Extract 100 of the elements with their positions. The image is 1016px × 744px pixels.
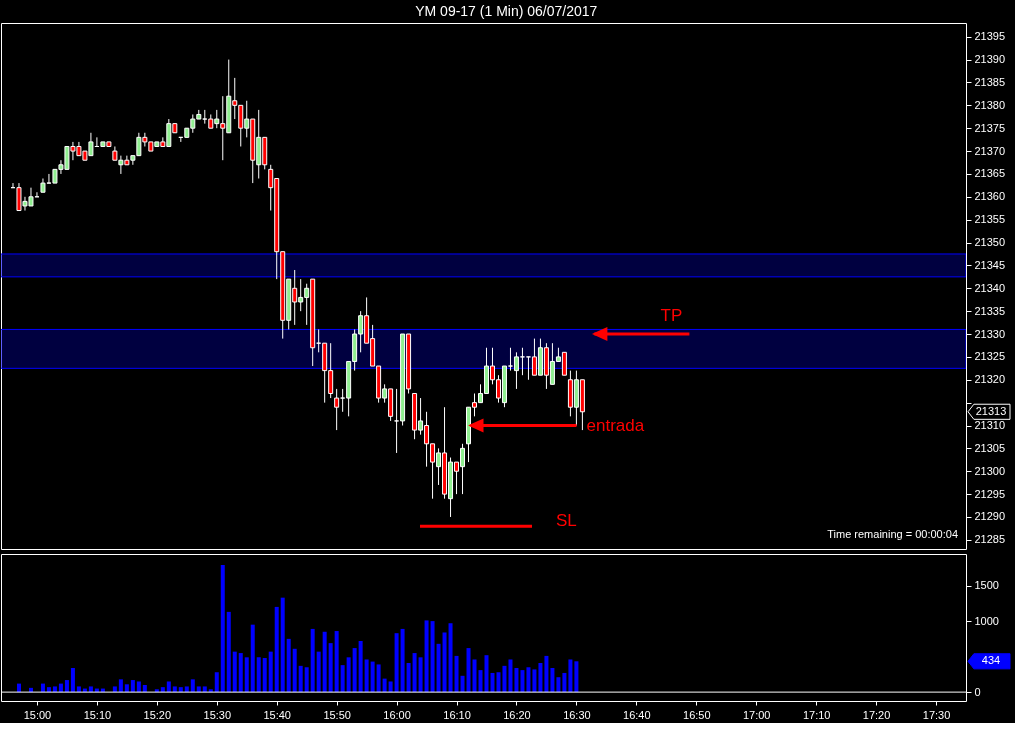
bar — [544, 655, 549, 693]
x-tick-label: 16:50 — [683, 708, 711, 721]
bar — [70, 667, 75, 693]
bar — [370, 661, 375, 693]
y-tick-label: 21395 — [974, 30, 1006, 43]
bar — [298, 665, 303, 693]
bar — [358, 640, 363, 693]
bar — [406, 663, 411, 693]
bar — [502, 665, 507, 693]
x-tick-label: 15:10 — [83, 708, 112, 721]
bar — [562, 672, 567, 693]
bar — [352, 648, 357, 693]
bar — [520, 670, 525, 693]
bar — [190, 679, 195, 693]
y-tick-label: 21300 — [974, 464, 1006, 477]
bar — [472, 659, 477, 693]
bar — [508, 659, 513, 693]
y-tick-label: 21375 — [974, 121, 1006, 134]
bar — [526, 667, 531, 693]
bar — [550, 667, 555, 693]
x-tick-label: 17:10 — [802, 708, 831, 721]
bar — [226, 611, 231, 693]
bar — [568, 659, 573, 693]
bar — [250, 624, 255, 693]
y-tick-label: 21365 — [974, 167, 1006, 180]
y-tick-label: 21305 — [974, 441, 1006, 454]
bar — [436, 643, 441, 693]
x-tick-label: 17:30 — [922, 708, 951, 721]
bar — [364, 659, 369, 693]
y-tick-label: 1000 — [974, 614, 999, 627]
bar — [214, 672, 219, 693]
bar — [280, 597, 285, 693]
bar — [244, 657, 249, 693]
bar — [310, 628, 315, 693]
y-tick-label: 1500 — [974, 579, 999, 592]
y-tick-label: 21340 — [974, 281, 1006, 294]
bar — [340, 665, 345, 693]
bar — [220, 565, 225, 693]
y-tick-label: 0 — [974, 685, 981, 698]
y-tick-label: 21380 — [974, 98, 1006, 111]
bar — [268, 651, 273, 693]
candlestick — [334, 388, 340, 431]
bar — [466, 648, 471, 693]
annotation: 434 — [981, 654, 1001, 667]
bar — [232, 651, 237, 693]
x-tick-label: 16:30 — [563, 708, 591, 721]
bar — [460, 675, 465, 693]
candlestick — [525, 356, 531, 381]
bar — [418, 657, 423, 693]
bar — [166, 681, 171, 693]
annotation: entrada — [586, 415, 645, 435]
x-tick-label: 16:10 — [443, 708, 471, 721]
bar — [316, 651, 321, 693]
ref-line-label: SL — [556, 511, 577, 531]
bar — [292, 648, 297, 693]
annotation: 21313 — [975, 404, 1007, 417]
bar — [496, 672, 501, 693]
y-tick-label: 21390 — [974, 53, 1006, 66]
bar — [262, 658, 267, 693]
x-tick-label: 15:40 — [263, 708, 291, 721]
bar — [136, 681, 141, 693]
bar — [328, 643, 333, 693]
bar — [334, 631, 339, 693]
bar — [430, 621, 435, 693]
y-tick-label: 21310 — [974, 419, 1006, 431]
bar — [454, 655, 459, 693]
annotation: TP — [660, 306, 683, 326]
y-tick-label: 21370 — [974, 144, 1006, 157]
y-tick-label: 21320 — [974, 373, 1006, 386]
x-tick-label: 16:00 — [383, 708, 411, 721]
y-tick-label: 21325 — [974, 350, 1006, 363]
annotation: Time remaining = 00:00:04 — [827, 528, 958, 540]
chart-title: YM 09-17 (1 Min) 06/07/2017 — [415, 2, 598, 19]
bar — [286, 638, 291, 693]
bar — [400, 628, 405, 693]
y-tick-label: 21285 — [974, 533, 1006, 546]
x-tick-label: 15:30 — [203, 708, 232, 721]
bar — [346, 657, 351, 693]
bar — [238, 653, 243, 693]
bar — [256, 657, 261, 693]
bar — [448, 623, 453, 693]
bar — [388, 681, 393, 693]
x-tick-label: 17:00 — [742, 708, 771, 721]
bar — [532, 669, 537, 693]
bar — [442, 632, 447, 693]
bar — [490, 672, 495, 693]
x-tick-label: 15:00 — [23, 708, 52, 721]
x-tick-label: 15:20 — [143, 708, 172, 721]
bar — [514, 667, 519, 693]
y-tick-label: 21385 — [974, 75, 1006, 88]
y-tick-label: 21330 — [974, 327, 1006, 340]
bar — [130, 680, 135, 693]
bar — [376, 664, 381, 693]
bar — [556, 677, 561, 693]
y-tick-label: 21295 — [974, 487, 1006, 500]
bar — [394, 633, 399, 693]
y-tick-label: 21350 — [974, 236, 1006, 249]
bar — [412, 653, 417, 693]
y-tick-label: 21355 — [974, 213, 1006, 226]
bar — [304, 667, 309, 693]
